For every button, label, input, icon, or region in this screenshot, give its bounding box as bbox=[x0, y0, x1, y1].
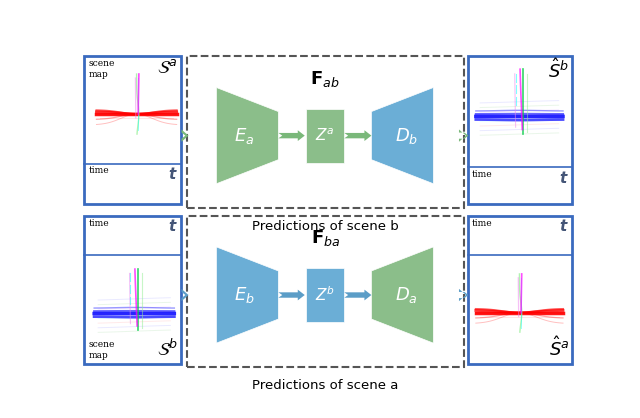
Text: $\boldsymbol{D_a}$: $\boldsymbol{D_a}$ bbox=[395, 285, 418, 305]
Polygon shape bbox=[344, 130, 371, 141]
Text: $\hat{S}^a$: $\hat{S}^a$ bbox=[548, 336, 569, 360]
Text: Predictions of scene b: Predictions of scene b bbox=[252, 219, 399, 232]
Polygon shape bbox=[371, 87, 433, 184]
Polygon shape bbox=[182, 130, 189, 142]
Text: $\boldsymbol{t}$: $\boldsymbol{t}$ bbox=[168, 166, 178, 182]
Text: time: time bbox=[472, 170, 493, 178]
FancyBboxPatch shape bbox=[305, 109, 344, 163]
FancyBboxPatch shape bbox=[84, 216, 180, 364]
Text: $\hat{S}^b$: $\hat{S}^b$ bbox=[548, 59, 569, 82]
Polygon shape bbox=[278, 130, 305, 141]
Text: $\mathbf{F}_{ba}$: $\mathbf{F}_{ba}$ bbox=[310, 228, 340, 248]
Text: $\boldsymbol{Z^a}$: $\boldsymbol{Z^a}$ bbox=[315, 127, 335, 144]
FancyBboxPatch shape bbox=[467, 216, 572, 364]
FancyBboxPatch shape bbox=[305, 268, 344, 322]
Text: $\boldsymbol{E_b}$: $\boldsymbol{E_b}$ bbox=[234, 285, 255, 305]
Text: $\boldsymbol{D_b}$: $\boldsymbol{D_b}$ bbox=[395, 126, 418, 145]
Text: time: time bbox=[472, 219, 493, 228]
Text: $\mathbf{F}_{ab}$: $\mathbf{F}_{ab}$ bbox=[310, 69, 340, 89]
Text: $\boldsymbol{Z^b}$: $\boldsymbol{Z^b}$ bbox=[315, 285, 335, 304]
Text: $\boldsymbol{t}$: $\boldsymbol{t}$ bbox=[559, 218, 569, 234]
Polygon shape bbox=[182, 289, 189, 301]
Polygon shape bbox=[344, 290, 371, 301]
Text: $\mathcal{S}^a$: $\mathcal{S}^a$ bbox=[157, 59, 178, 76]
Polygon shape bbox=[216, 247, 278, 343]
Polygon shape bbox=[278, 290, 305, 301]
FancyBboxPatch shape bbox=[84, 56, 180, 204]
Polygon shape bbox=[216, 87, 278, 184]
Text: $\boldsymbol{t}$: $\boldsymbol{t}$ bbox=[559, 170, 569, 186]
Polygon shape bbox=[459, 130, 468, 142]
Text: $\boldsymbol{E_a}$: $\boldsymbol{E_a}$ bbox=[234, 126, 255, 145]
Text: scene
map: scene map bbox=[88, 59, 115, 79]
Text: scene
map: scene map bbox=[88, 340, 115, 360]
Text: time: time bbox=[88, 219, 109, 228]
Text: $\mathcal{S}^b$: $\mathcal{S}^b$ bbox=[157, 339, 178, 360]
Text: $\boldsymbol{t}$: $\boldsymbol{t}$ bbox=[168, 218, 178, 234]
Polygon shape bbox=[459, 289, 468, 301]
Text: time: time bbox=[88, 166, 109, 176]
Text: Predictions of scene a: Predictions of scene a bbox=[252, 379, 399, 392]
FancyBboxPatch shape bbox=[467, 56, 572, 204]
Polygon shape bbox=[371, 247, 433, 343]
